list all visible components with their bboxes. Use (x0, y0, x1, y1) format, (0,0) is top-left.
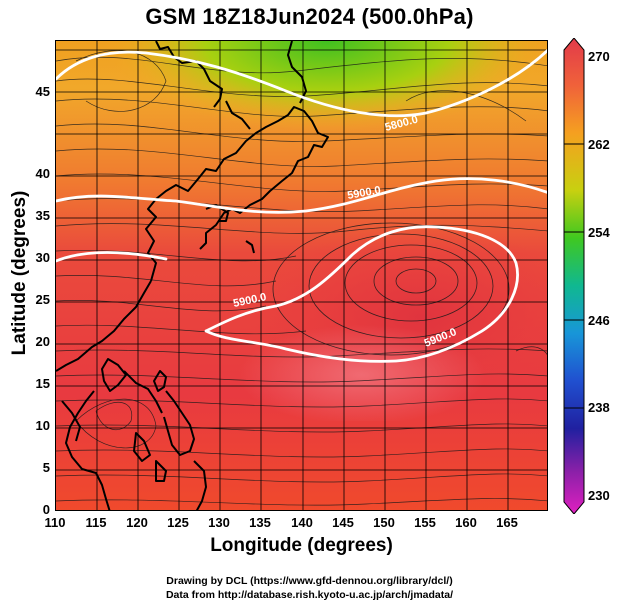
x-tick-label: 110 (44, 515, 66, 530)
colorbar (562, 37, 586, 515)
y-tick-label: 10 (35, 418, 50, 433)
y-tick-label: 30 (35, 250, 50, 265)
x-tick-label: 140 (291, 515, 313, 530)
x-tick-label: 160 (455, 515, 477, 530)
colorbar-tick: 238 (588, 400, 610, 415)
y-tick-label: 35 (35, 208, 50, 223)
colorbar-tick: 246 (588, 313, 610, 328)
contour-label: 5900.0 (346, 184, 381, 202)
x-tick-label: 125 (167, 515, 189, 530)
credit-line-drawing: Drawing by DCL (https://www.gfd-dennou.o… (166, 575, 453, 587)
x-tick-label: 120 (126, 515, 148, 530)
y-tick-label: 0 (42, 502, 50, 517)
warm-patch (56, 221, 547, 421)
colorbar-scale (563, 37, 585, 515)
colorbar-tick: 230 (588, 488, 610, 503)
x-axis-label: Longitude (degrees) (210, 535, 393, 556)
x-tick-label: 155 (414, 515, 436, 530)
colorbar-tick: 262 (588, 137, 610, 152)
x-tick-label: 145 (332, 515, 354, 530)
colorbar-tick: 254 (588, 225, 610, 240)
credit-line-data: Data from http://database.rish.kyoto-u.a… (165, 589, 454, 601)
x-tick-label: 115 (85, 515, 107, 530)
map-title: GSM 18Z18Jun2024 (500.0hPa) (145, 4, 474, 29)
y-axis-label: Latitude (degrees) (9, 190, 30, 356)
y-tick-label: 15 (35, 376, 50, 391)
x-tick-label: 130 (208, 515, 230, 530)
y-tick-label: 20 (35, 334, 50, 349)
y-tick-label: 25 (35, 292, 50, 307)
y-tick-label: 45 (35, 84, 50, 99)
x-tick-label: 165 (496, 515, 518, 530)
y-tick-label: 40 (35, 166, 50, 181)
x-tick-label: 135 (249, 515, 271, 530)
lat-lon-grid (56, 41, 547, 510)
x-tick-label: 150 (373, 515, 395, 530)
map-canvas: 5900.0 5900.0 5800.0 5900.0 (56, 41, 547, 510)
y-tick-label: 5 (42, 460, 50, 475)
map-plot[interactable]: 5900.0 5900.0 5800.0 5900.0 (55, 40, 548, 511)
height-contours (56, 48, 547, 363)
colorbar-tick: 270 (588, 49, 610, 64)
